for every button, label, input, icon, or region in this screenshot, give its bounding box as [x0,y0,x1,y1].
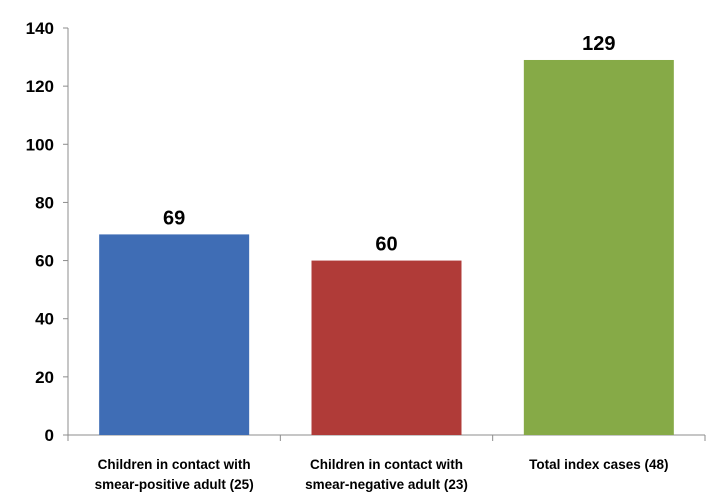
y-axis: 0 20 40 60 80 100 120 140 [26,19,69,445]
y-tick-label: 40 [35,310,54,329]
bar [523,59,674,435]
x-category-label: Children in contact with smear-negative a… [305,457,468,492]
x-category-label-line: Total index cases (48) [529,457,668,472]
bar [311,260,462,435]
x-category-label-line: smear-positive adult (25) [95,477,254,492]
y-tick-label: 100 [26,135,54,154]
y-tick-label: 120 [26,77,54,96]
y-tick-label: 0 [45,426,54,445]
y-tick-label: 60 [35,252,54,271]
x-category-label: Total index cases (48) [529,457,668,472]
x-category-label-line: smear-negative adult (23) [305,477,468,492]
bar-value-label: 60 [375,234,397,256]
data-labels: 69 60 129 [163,33,615,256]
bar-value-label: 129 [582,33,615,55]
bar [99,234,250,435]
bars [99,59,674,435]
x-axis [67,434,706,441]
x-category-label-line: Children in contact with [310,457,463,472]
x-category-label: Children in contact with smear-positive a… [95,457,254,492]
x-category-label-line: Children in contact with [98,457,251,472]
bar-value-label: 69 [163,207,185,229]
y-tick-label: 20 [35,368,54,387]
y-tick-label: 140 [26,19,54,38]
category-labels: Children in contact with smear-positive a… [95,457,669,492]
y-tick-label: 80 [35,193,54,212]
